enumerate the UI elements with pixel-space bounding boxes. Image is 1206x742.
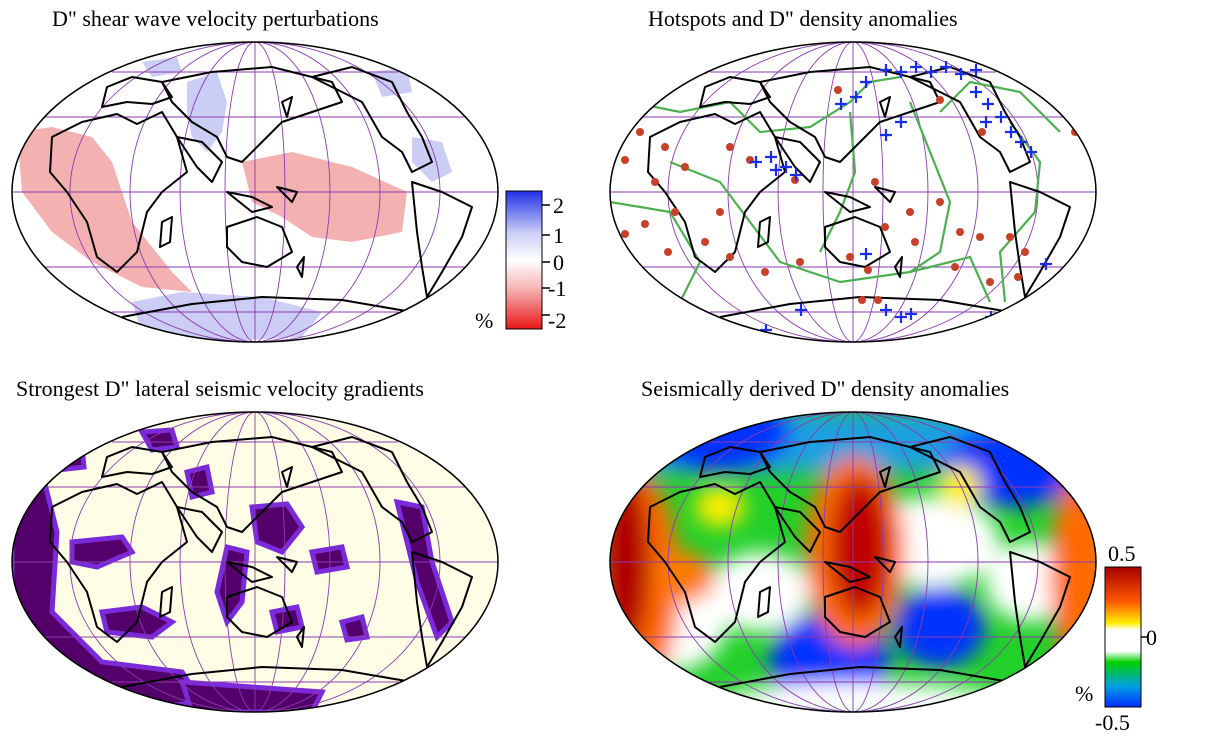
panel-title-hotspots: Hotspots and D" density anomalies xyxy=(648,6,958,31)
tick-label: 1 xyxy=(553,223,564,248)
density-colorbar: 0.5 0 -0.5 % xyxy=(1075,541,1157,735)
globe-outline xyxy=(11,411,499,713)
globe-outline xyxy=(609,41,1097,343)
tick-label: 2 xyxy=(553,193,564,218)
colorbar-gradient xyxy=(1104,566,1142,708)
gradients-map xyxy=(11,411,499,713)
tick-label: -1 xyxy=(548,276,566,301)
globe-outline xyxy=(609,411,1097,713)
plate-boundaries xyxy=(610,75,1061,303)
hotspot-dots xyxy=(621,66,1079,304)
slow-anomalies xyxy=(17,127,407,292)
tick-label: -0.5 xyxy=(1095,710,1130,735)
tick-label: 0 xyxy=(1146,625,1157,650)
density-map xyxy=(609,411,1097,713)
shear-colorbar: 2 1 0 -1 -2 % xyxy=(475,190,566,333)
colorbar-unit: % xyxy=(1075,681,1093,706)
tick-label: -2 xyxy=(548,308,566,333)
tick-label: 0.5 xyxy=(1108,541,1136,566)
colorbar-unit: % xyxy=(475,308,493,333)
panel-title-shear: D" shear wave velocity perturbations xyxy=(52,6,379,31)
colorbar-gradient xyxy=(505,190,543,330)
tick-label: 0 xyxy=(553,250,564,275)
hotspots-map xyxy=(609,41,1097,343)
panel-title-density: Seismically derived D" density anomalies xyxy=(641,376,1010,401)
shear-velocity-map xyxy=(11,41,499,343)
globe-outline xyxy=(11,41,499,343)
panel-title-gradients: Strongest D" lateral seismic velocity gr… xyxy=(16,376,424,401)
